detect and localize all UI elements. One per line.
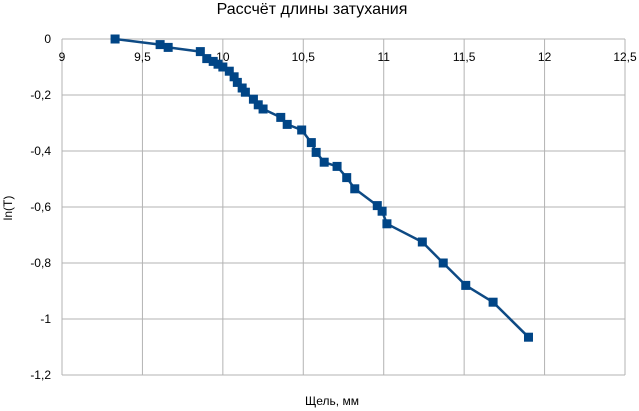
data-point	[224, 66, 234, 76]
y-tick-label: -0,2	[30, 88, 51, 102]
grid	[61, 38, 626, 376]
axes	[61, 38, 625, 375]
data-point	[253, 100, 263, 110]
data-point	[195, 47, 205, 57]
data-point	[202, 54, 212, 64]
x-tick-label: 11	[377, 50, 390, 64]
data-point	[297, 125, 307, 135]
x-tick-label: 9	[59, 50, 66, 64]
data-point	[319, 157, 329, 167]
data-point	[282, 119, 292, 129]
data-point	[377, 206, 387, 216]
data-point	[342, 173, 352, 183]
x-tick-label: 9,5	[134, 50, 151, 64]
data-point	[350, 184, 360, 194]
data-point	[110, 34, 120, 44]
data-point	[382, 219, 392, 229]
data-point	[332, 161, 342, 171]
y-axis-label: ln(T)	[1, 196, 15, 221]
x-tick-label: 12,5	[613, 50, 637, 64]
data-point	[438, 258, 448, 268]
chart-title: Рассчёт длины затухания	[217, 1, 408, 18]
data-point	[232, 77, 242, 87]
x-tick-label: 11,5	[453, 50, 476, 64]
x-tick-labels: 9 9,5 10 10,5 11 11,5 12 12,5	[59, 50, 637, 64]
y-tick-label: -0,4	[30, 144, 51, 158]
data-point	[208, 56, 218, 66]
series-line	[114, 37, 530, 339]
y-tick-label: -1	[40, 312, 51, 326]
data-point	[218, 62, 228, 72]
data-point	[372, 201, 382, 211]
data-point	[523, 332, 533, 342]
data-point	[213, 59, 223, 69]
data-point	[163, 42, 173, 52]
data-point	[276, 112, 286, 122]
y-tick-label: -1,2	[30, 368, 51, 382]
y-tick-label: -0,8	[30, 256, 51, 270]
data-point	[155, 40, 165, 50]
y-tick-labels: 0 -0,2 -0,4 -0,6 -0,8 -1 -1,2	[30, 32, 51, 382]
data-point	[306, 138, 316, 148]
x-tick-label: 10,5	[292, 50, 316, 64]
data-point	[240, 87, 250, 97]
x-tick-label: 12	[538, 50, 552, 64]
data-point	[311, 147, 321, 157]
data-point	[229, 72, 239, 82]
data-point	[417, 237, 427, 247]
data-point	[248, 94, 258, 104]
data-point	[258, 104, 268, 114]
x-axis-label: Щель, мм	[305, 394, 359, 408]
data-point	[488, 297, 498, 307]
y-tick-label: 0	[44, 32, 51, 46]
y-tick-label: -0,6	[30, 200, 51, 214]
data-point	[461, 280, 471, 290]
series	[110, 34, 533, 342]
